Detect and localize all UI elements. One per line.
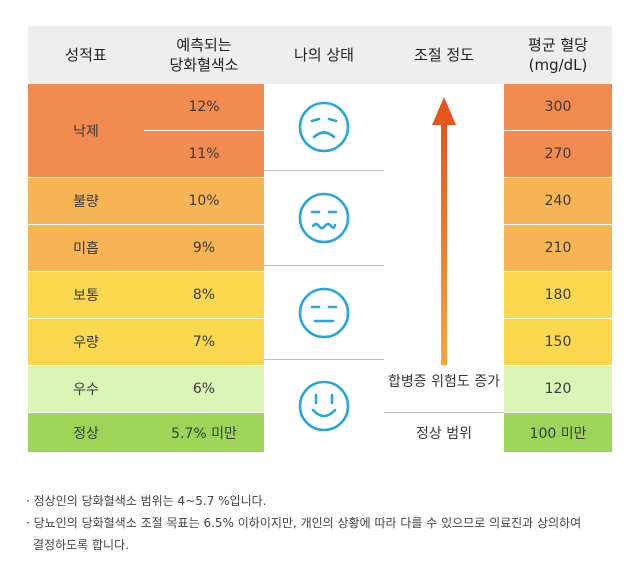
a1c-cell-7: 7% [144,319,264,366]
smile-face-icon [298,380,350,432]
header-grade: 성적표 [28,26,144,84]
header-predicted-a1c-line2: 당화혈색소 [169,56,239,74]
header-my-status: 나의 상태 [264,26,384,84]
footnote-normal-range: · 정상인의 당화혈색소 범위는 4~5.7 %입니다. [26,494,267,508]
a1c-cell-10: 10% [144,178,264,225]
glucose-cell-120: 120 [504,366,612,413]
risk-increase-label: 합병증 위험도 증가 [388,374,500,390]
footnote-target-continued: 결정하도록 합니다. [33,538,129,552]
footnotes: · 정상인의 당화혈색소 범위는 4~5.7 %입니다. · 당뇨인의 당화혈색… [26,490,626,556]
sad-face-icon [298,101,350,153]
grade-cell-excellent: 우수 [28,366,144,413]
status-cell-uneasy [264,171,384,266]
control-risk-cell: 합병증 위험도 증가 [384,84,504,413]
glucose-cell-180: 180 [504,272,612,319]
header-avg-glucose-line1: 평균 혈당 [528,36,588,54]
grade-cell-good: 우량 [28,319,144,366]
grade-cell-insufficient: 미흡 [28,225,144,272]
grade-cell-poor: 불량 [28,178,144,225]
status-cell-neutral [264,266,384,360]
status-cell-smile [264,360,384,452]
a1c-cell-8: 8% [144,272,264,319]
header-avg-glucose: 평균 혈당 (mg/dL) [504,26,612,84]
a1c-cell-11: 11% [144,131,264,178]
grade-cell-normal: 정상 [28,413,144,452]
a1c-cell-12: 12% [144,84,264,131]
a1c-grade-table: 성적표 예측되는 당화혈색소 나의 상태 조절 정도 평균 혈당 (mg/dL)… [28,26,612,452]
header-predicted-a1c-line1: 예측되는 [176,36,232,54]
wavy-mouth-face-icon [298,192,350,244]
up-arrow-icon [432,97,456,365]
grade-cell-average: 보통 [28,272,144,319]
header-avg-glucose-line2: (mg/dL) [528,56,588,74]
glucose-cell-210: 210 [504,225,612,272]
control-normal-cell: 정상 범위 [384,413,504,452]
glucose-cell-150: 150 [504,319,612,366]
a1c-cell-6: 6% [144,366,264,413]
header-control-level: 조절 정도 [384,26,504,84]
grade-cell-fail: 낙제 [28,84,144,178]
glucose-cell-normal: 100 미만 [504,413,612,452]
footnote-target: · 당뇨인의 당화혈색소 조절 목표는 6.5% 이하이지만, 개인의 상황에 … [26,516,582,530]
a1c-cell-9: 9% [144,225,264,272]
neutral-face-icon [298,287,350,338]
a1c-cell-normal: 5.7% 미만 [144,413,264,452]
glucose-cell-270: 270 [504,131,612,178]
glucose-cell-300: 300 [504,84,612,131]
glucose-cell-240: 240 [504,178,612,225]
header-predicted-a1c: 예측되는 당화혈색소 [144,26,264,84]
status-cell-sad [264,84,384,171]
